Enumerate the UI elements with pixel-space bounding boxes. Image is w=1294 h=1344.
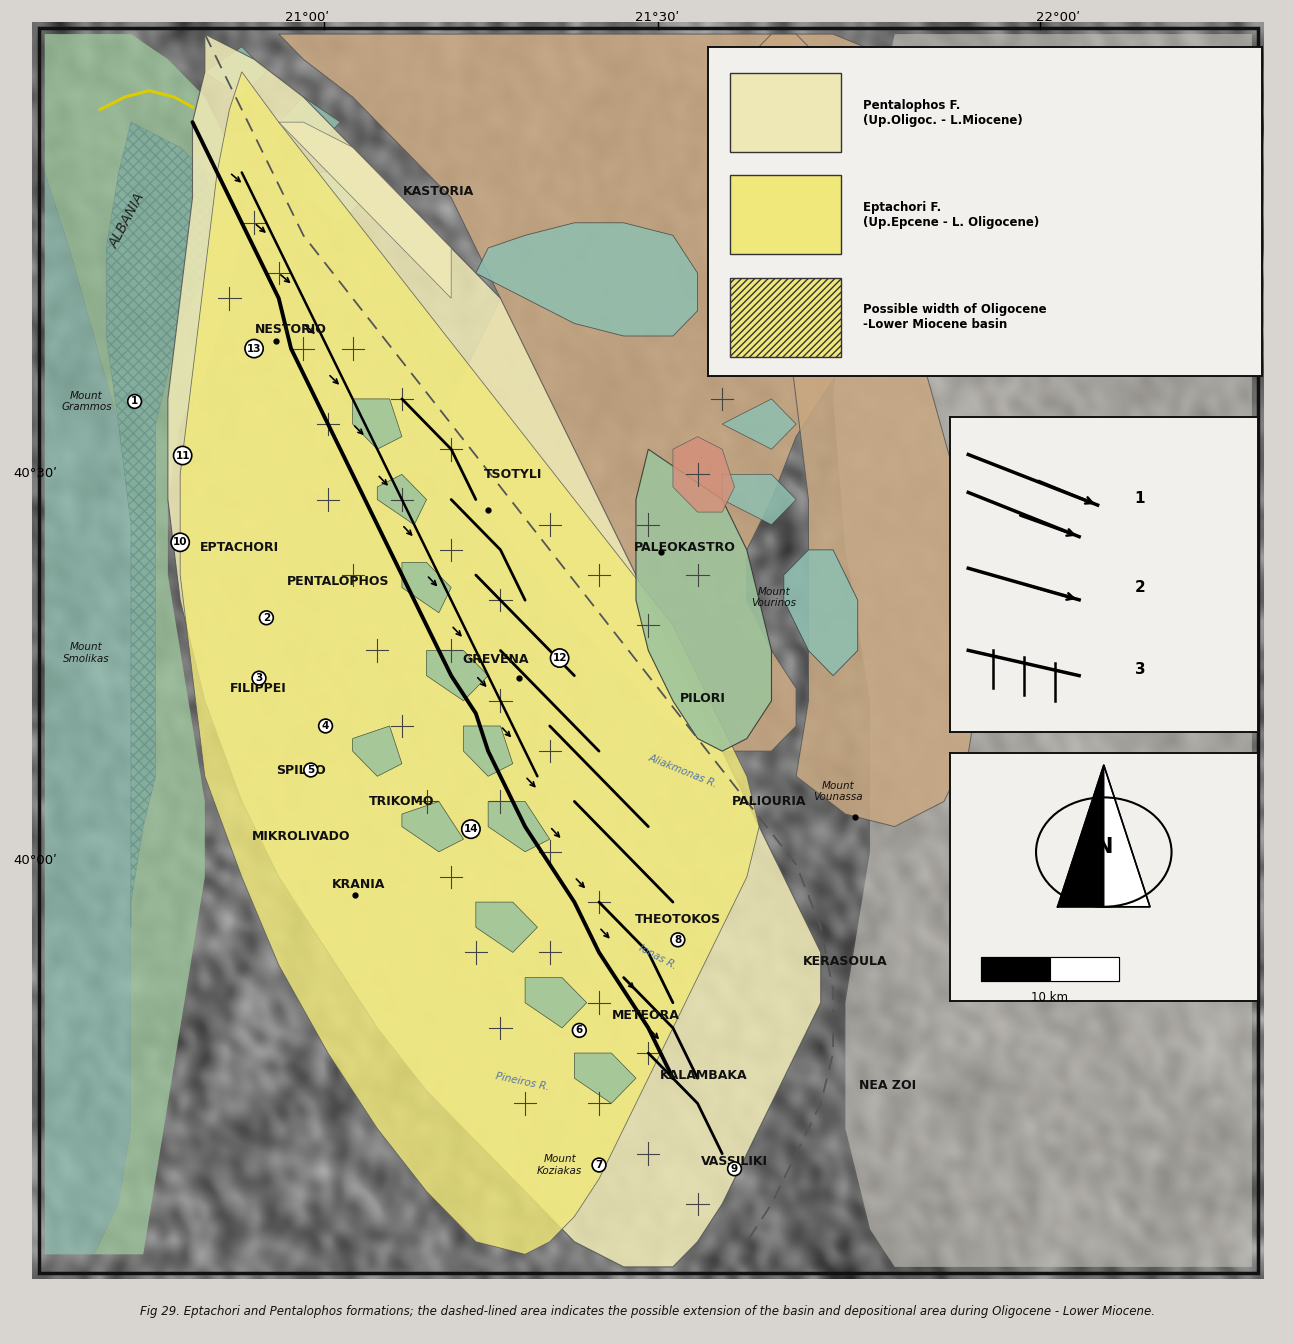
Text: EPTACHORI: EPTACHORI xyxy=(199,540,280,554)
Text: 4: 4 xyxy=(322,720,329,731)
Text: KERASOULA: KERASOULA xyxy=(804,954,888,968)
Text: TRIKOMO: TRIKOMO xyxy=(369,794,435,808)
Polygon shape xyxy=(747,34,981,827)
Polygon shape xyxy=(463,726,512,777)
Polygon shape xyxy=(353,726,402,777)
Polygon shape xyxy=(402,562,452,613)
Text: 14: 14 xyxy=(463,824,479,835)
Text: Mount
Vourinos: Mount Vourinos xyxy=(752,587,796,609)
Polygon shape xyxy=(722,324,796,374)
Text: KALAMBAKA: KALAMBAKA xyxy=(660,1070,748,1082)
Polygon shape xyxy=(402,801,463,852)
Bar xyxy=(730,176,841,254)
Polygon shape xyxy=(833,34,1251,1267)
Text: TSOTYLI: TSOTYLI xyxy=(484,468,542,481)
Text: 13: 13 xyxy=(247,344,261,353)
Text: 40°30ʹ: 40°30ʹ xyxy=(13,466,57,480)
Text: Pineiros R.: Pineiros R. xyxy=(494,1071,550,1093)
Text: Aliakmonas R.: Aliakmonas R. xyxy=(647,753,719,790)
Polygon shape xyxy=(278,97,340,148)
Text: FILIPPEI: FILIPPEI xyxy=(229,681,286,695)
Text: 9: 9 xyxy=(731,1164,738,1173)
Polygon shape xyxy=(722,399,796,449)
Text: KRANIA: KRANIA xyxy=(333,878,386,891)
Text: Pentalophos F.
(Up.Oligoc. - L.Miocene): Pentalophos F. (Up.Oligoc. - L.Miocene) xyxy=(863,99,1022,126)
Polygon shape xyxy=(575,1054,635,1103)
Text: PALIOURIA: PALIOURIA xyxy=(732,794,806,808)
Text: PILORI: PILORI xyxy=(679,692,726,704)
Text: Fig 29. Eptachori and Pentalophos formations; the dashed-lined area indicates th: Fig 29. Eptachori and Pentalophos format… xyxy=(140,1305,1154,1318)
Text: 12: 12 xyxy=(553,653,567,663)
Text: ALBANIA: ALBANIA xyxy=(107,191,148,250)
Text: 40°00ʹ: 40°00ʹ xyxy=(13,853,57,867)
Polygon shape xyxy=(353,399,402,449)
Polygon shape xyxy=(1049,957,1119,981)
Polygon shape xyxy=(278,34,919,751)
Polygon shape xyxy=(168,34,820,1267)
Text: Possible width of Oligocene
-Lower Miocene basin: Possible width of Oligocene -Lower Mioce… xyxy=(863,302,1047,331)
Polygon shape xyxy=(378,474,427,524)
Text: VASSILIKI: VASSILIKI xyxy=(701,1154,769,1168)
Polygon shape xyxy=(722,474,796,524)
Text: 3: 3 xyxy=(255,673,263,683)
Text: 6: 6 xyxy=(576,1025,582,1035)
Text: Ionas R.: Ionas R. xyxy=(638,943,679,972)
Text: PENTALOPHOS: PENTALOPHOS xyxy=(286,575,389,587)
Polygon shape xyxy=(784,550,858,676)
Text: Eptachori F.
(Up.Epcene - L. Oligocene): Eptachori F. (Up.Epcene - L. Oligocene) xyxy=(863,202,1039,228)
Text: N: N xyxy=(1095,837,1113,857)
Text: SPILEO: SPILEO xyxy=(276,763,326,777)
Polygon shape xyxy=(427,650,488,700)
Text: Mount
Smolikas: Mount Smolikas xyxy=(63,642,110,664)
Text: GREVENA: GREVENA xyxy=(462,653,529,665)
Text: 7: 7 xyxy=(595,1160,603,1171)
Polygon shape xyxy=(673,437,735,512)
Text: 10 km: 10 km xyxy=(1031,992,1069,1004)
Text: Mount
Koziakas: Mount Koziakas xyxy=(537,1154,582,1176)
Bar xyxy=(730,278,841,356)
Polygon shape xyxy=(1057,765,1104,907)
Text: Mount
Grammos: Mount Grammos xyxy=(61,391,111,413)
Text: 21°30ʹ: 21°30ʹ xyxy=(635,11,679,24)
Polygon shape xyxy=(1104,765,1150,907)
Bar xyxy=(730,74,841,152)
Text: MIKROLIVADO: MIKROLIVADO xyxy=(251,831,351,843)
Text: 21°00ʹ: 21°00ʹ xyxy=(285,11,329,24)
Polygon shape xyxy=(525,977,586,1028)
Polygon shape xyxy=(981,957,1049,981)
Polygon shape xyxy=(476,223,697,336)
Text: 1: 1 xyxy=(131,396,138,406)
Text: NESTORIO: NESTORIO xyxy=(255,323,327,336)
Text: PALEOKASTRO: PALEOKASTRO xyxy=(634,540,736,554)
Text: KASTORIA: KASTORIA xyxy=(404,185,475,198)
Text: 1: 1 xyxy=(1135,492,1145,507)
Text: 11: 11 xyxy=(176,450,190,461)
Text: 5: 5 xyxy=(307,765,314,775)
Polygon shape xyxy=(278,122,452,298)
Text: 22°00ʹ: 22°00ʹ xyxy=(1036,11,1080,24)
Polygon shape xyxy=(771,148,833,198)
Text: 10: 10 xyxy=(173,538,188,547)
Text: Mount
Vounassa: Mount Vounassa xyxy=(813,781,863,802)
Polygon shape xyxy=(180,71,760,1254)
Text: 8: 8 xyxy=(674,935,682,945)
Polygon shape xyxy=(488,801,550,852)
Text: METEORA: METEORA xyxy=(612,1009,679,1021)
Polygon shape xyxy=(635,449,771,751)
Polygon shape xyxy=(303,172,365,223)
Text: NEA ZOI: NEA ZOI xyxy=(859,1079,916,1093)
Polygon shape xyxy=(796,223,858,273)
Polygon shape xyxy=(45,34,242,1254)
Text: 2: 2 xyxy=(263,613,270,622)
Text: 3: 3 xyxy=(1135,661,1145,677)
Text: 2: 2 xyxy=(1135,579,1145,594)
Text: THEOTOKOS: THEOTOKOS xyxy=(635,913,721,926)
Polygon shape xyxy=(45,34,131,1254)
Polygon shape xyxy=(981,957,1119,981)
Polygon shape xyxy=(204,47,267,97)
Polygon shape xyxy=(476,902,537,953)
Polygon shape xyxy=(106,122,217,927)
